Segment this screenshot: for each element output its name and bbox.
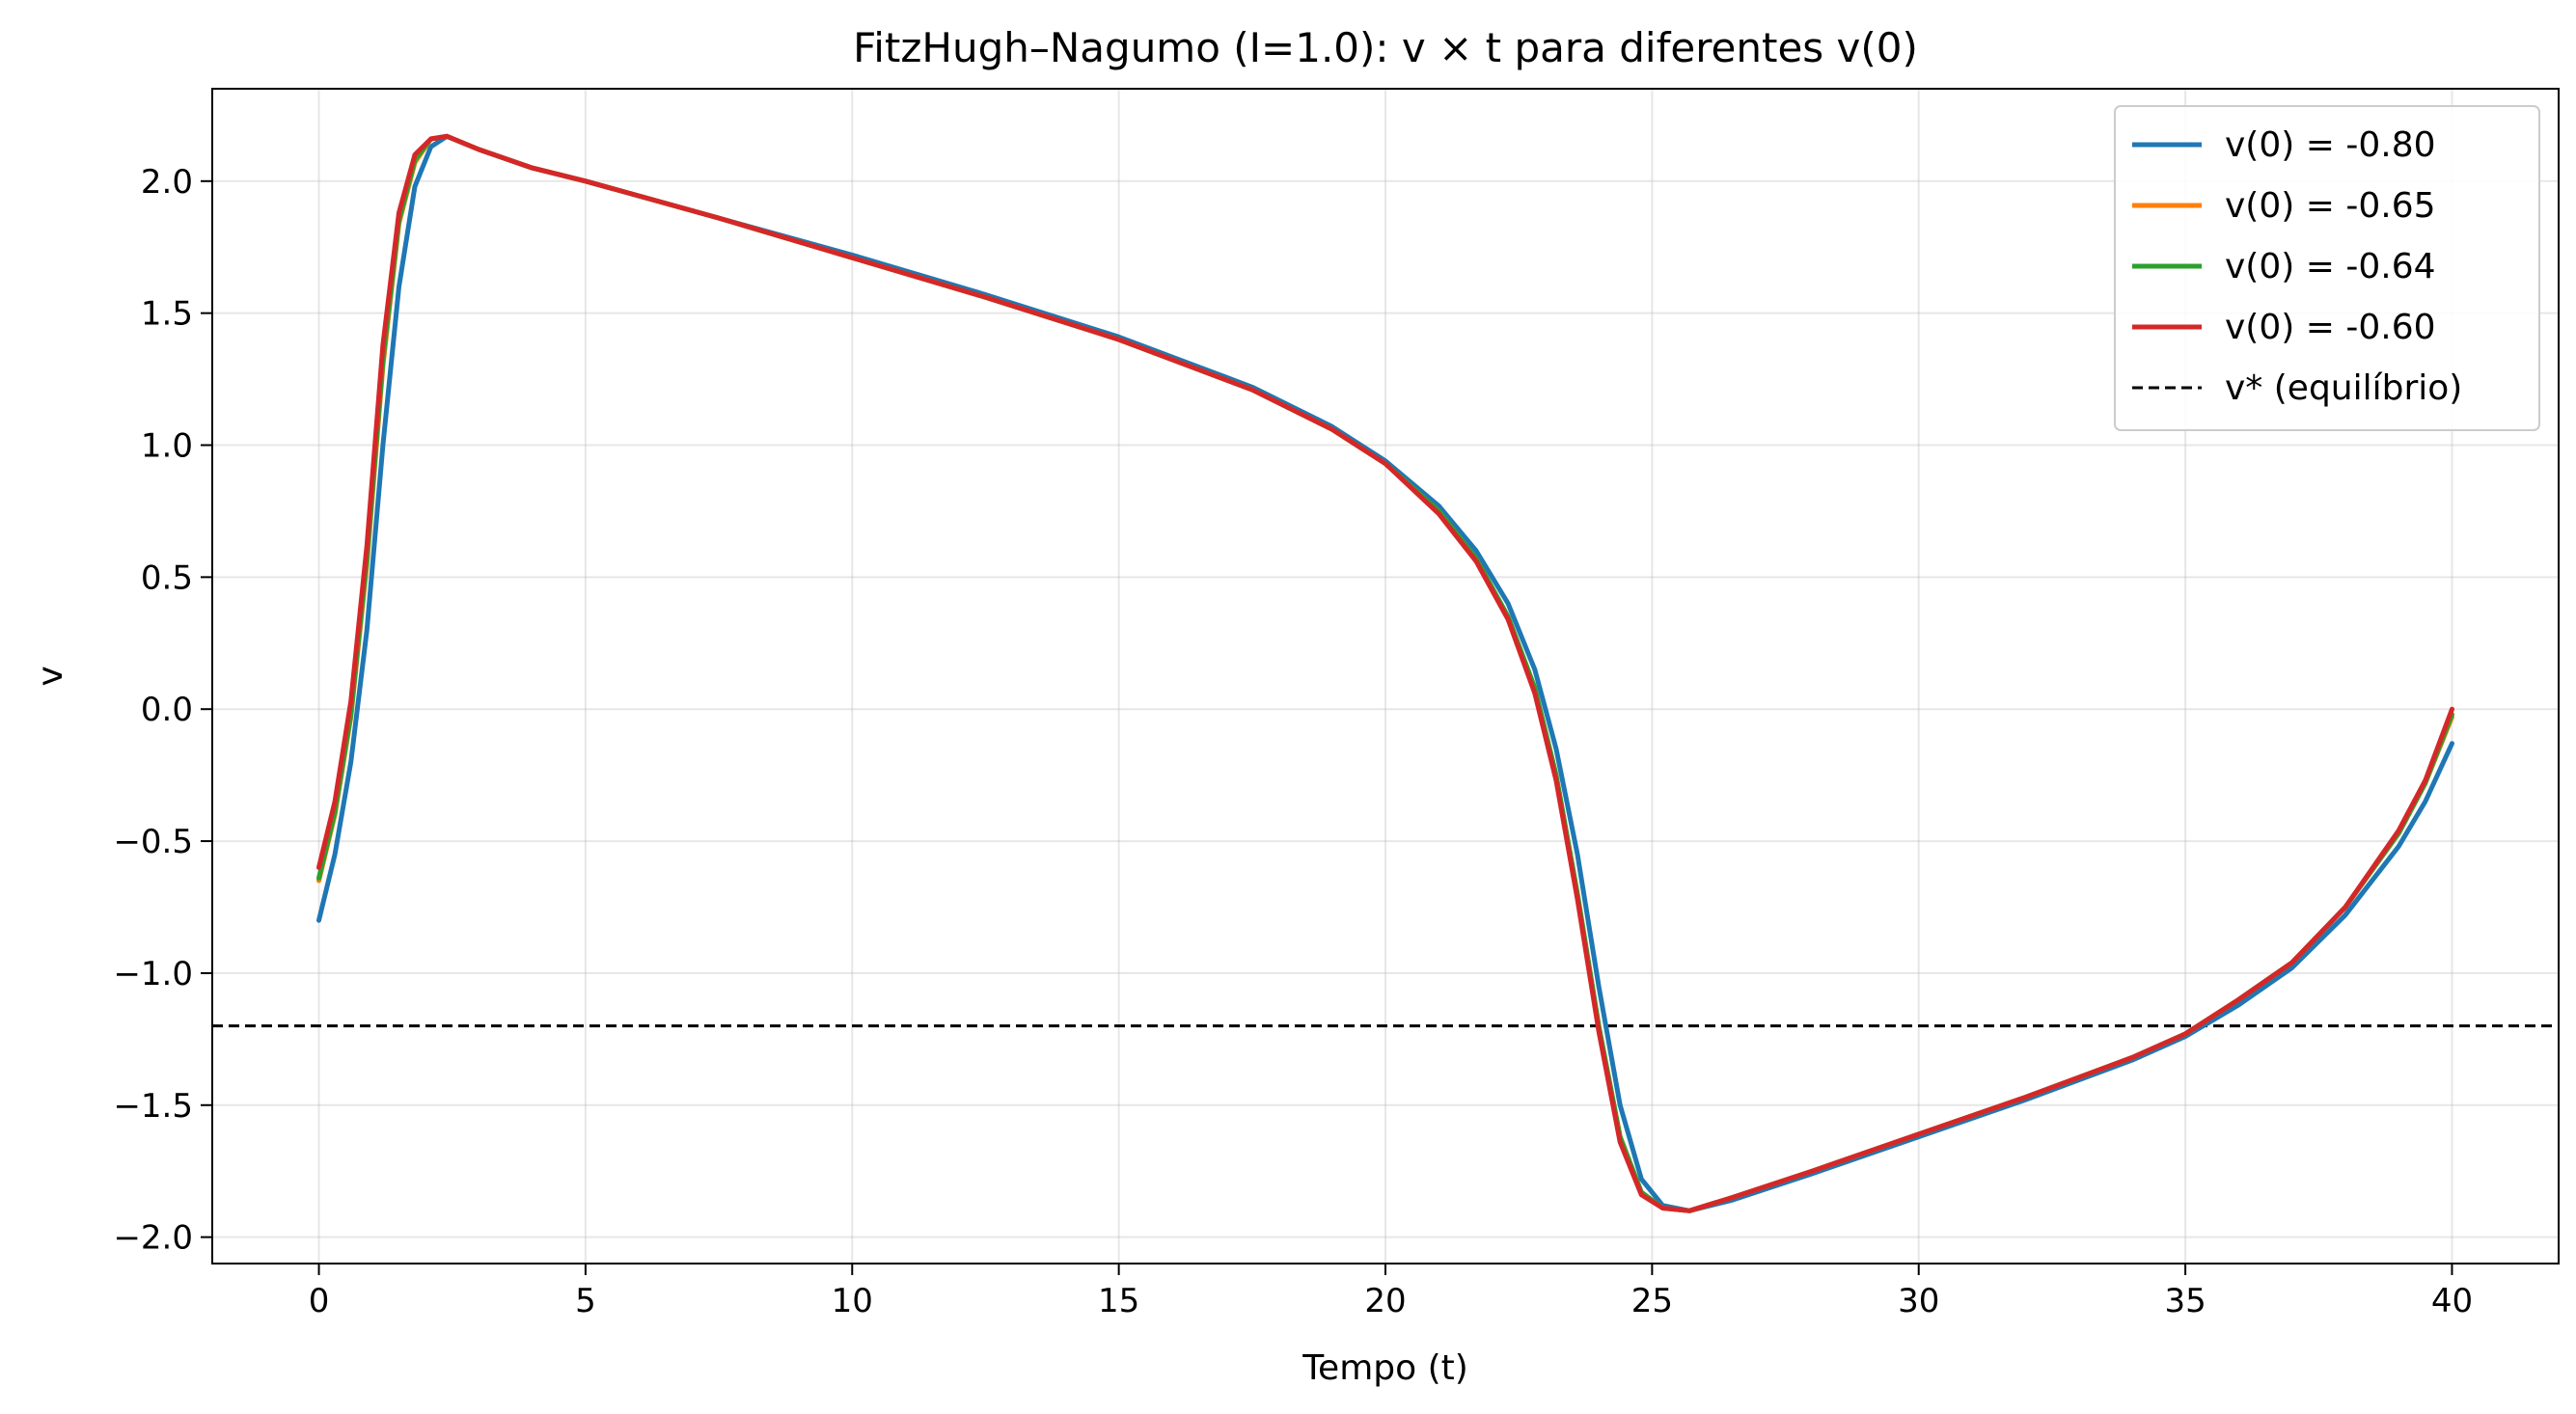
x-tick-label: 5 <box>575 1282 596 1320</box>
legend-label: v(0) = -0.65 <box>2225 186 2436 226</box>
x-axis-label: Tempo (t) <box>1302 1348 1468 1388</box>
x-tick-label: 0 <box>309 1282 330 1320</box>
legend-label: v* (equilíbrio) <box>2225 368 2462 408</box>
y-tick-label: −1.5 <box>113 1087 193 1126</box>
x-tick-label: 40 <box>2431 1282 2473 1320</box>
x-tick-label: 35 <box>2164 1282 2206 1320</box>
y-tick-label: 2.0 <box>141 163 193 202</box>
chart-title: FitzHugh–Nagumo (I=1.0): v × t para dife… <box>853 24 1918 71</box>
y-axis-label: v <box>31 666 70 686</box>
y-tick-label: 0.0 <box>141 691 193 729</box>
y-tick-label: 1.0 <box>141 427 193 466</box>
legend-label: v(0) = -0.60 <box>2225 308 2436 347</box>
legend-label: v(0) = -0.80 <box>2225 125 2436 165</box>
x-tick-label: 15 <box>1098 1282 1139 1320</box>
legend: v(0) = -0.80 v(0) = -0.65 v(0) = -0.64 v(0)… <box>2114 105 2540 431</box>
series-line-3 <box>316 133 2454 1213</box>
y-tick-label: 1.5 <box>141 295 193 334</box>
x-tick-label: 30 <box>1898 1282 1939 1320</box>
legend-box <box>2114 105 2540 431</box>
y-axis-ticks: 2.0 1.5 1.0 0.5 0.0 −0.5 −1.0 −1.5 −2.0 <box>113 163 212 1258</box>
y-tick-label: 0.5 <box>141 558 193 597</box>
x-tick-label: 25 <box>1631 1282 1673 1320</box>
y-tick-label: −2.0 <box>113 1219 193 1258</box>
y-tick-label: −0.5 <box>113 823 193 861</box>
x-tick-label: 10 <box>832 1282 873 1320</box>
legend-label: v(0) = -0.64 <box>2225 247 2436 286</box>
x-axis-ticks: 0 5 10 15 20 25 30 35 40 <box>309 1264 2473 1320</box>
x-tick-label: 20 <box>1364 1282 1406 1320</box>
series-layer <box>316 133 2454 1213</box>
y-tick-label: −1.0 <box>113 955 193 993</box>
